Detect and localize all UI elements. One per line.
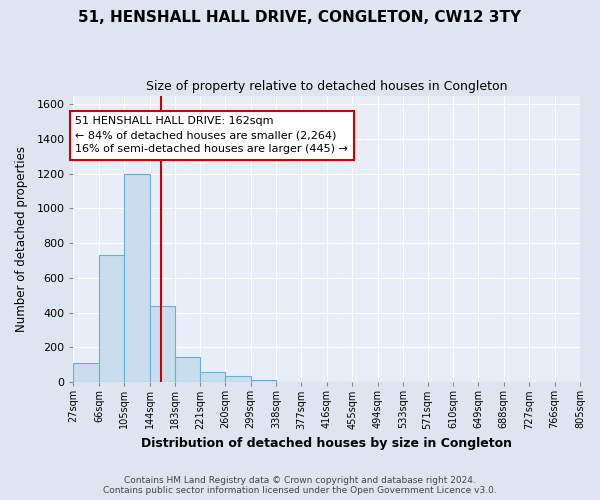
Bar [225, 376, 251, 382]
Text: 51 HENSHALL HALL DRIVE: 162sqm
← 84% of detached houses are smaller (2,264)
16% : 51 HENSHALL HALL DRIVE: 162sqm ← 84% of … [76, 116, 349, 154]
Bar [149, 306, 175, 382]
Bar [175, 357, 200, 382]
Title: Size of property relative to detached houses in Congleton: Size of property relative to detached ho… [146, 80, 508, 93]
X-axis label: Distribution of detached houses by size in Congleton: Distribution of detached houses by size … [141, 437, 512, 450]
Bar [251, 380, 276, 382]
Text: Contains HM Land Registry data © Crown copyright and database right 2024.
Contai: Contains HM Land Registry data © Crown c… [103, 476, 497, 495]
Bar [124, 174, 149, 382]
Bar [73, 363, 99, 382]
Y-axis label: Number of detached properties: Number of detached properties [15, 146, 28, 332]
Text: 51, HENSHALL HALL DRIVE, CONGLETON, CW12 3TY: 51, HENSHALL HALL DRIVE, CONGLETON, CW12… [79, 10, 521, 25]
Bar [99, 256, 124, 382]
Bar [200, 372, 225, 382]
